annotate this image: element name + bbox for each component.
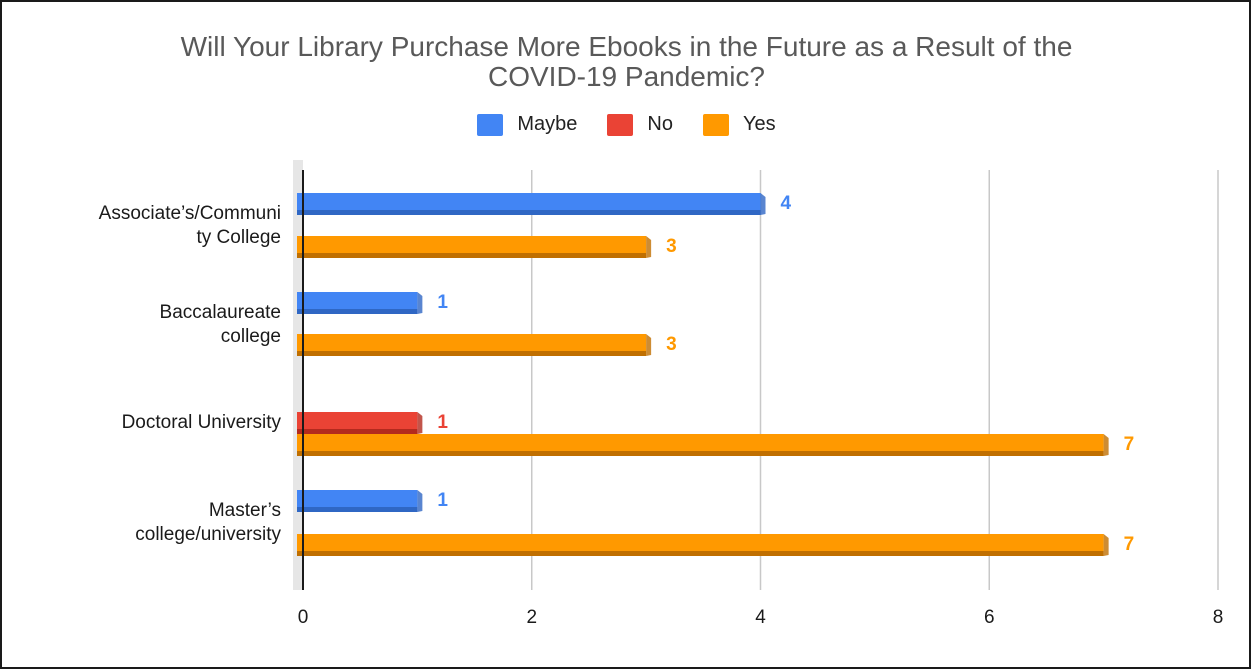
axis-floor-shade (293, 160, 303, 590)
bar-shadow (297, 551, 1104, 556)
x-tick-label: 0 (298, 607, 309, 628)
bar-shadow (297, 429, 418, 434)
legend-label-yes: Yes (742, 113, 776, 135)
category-label: Baccalaureate (160, 302, 281, 323)
chart-title: Will Your Library Purchase More Ebooks i… (180, 31, 1073, 92)
category-label: college/university (135, 524, 281, 545)
category-label: Doctoral University (122, 412, 282, 433)
data-label: 1 (437, 412, 448, 433)
legend-swatch-yes (702, 113, 729, 136)
bar-yes (297, 236, 647, 253)
legend-swatch-maybe (477, 113, 504, 136)
bar-end-cap (646, 334, 652, 356)
x-tick-label: 8 (1213, 607, 1224, 628)
bar-shadow (297, 309, 418, 314)
bar-yes (297, 434, 1104, 451)
legend-label-maybe: Maybe (517, 113, 578, 135)
category-label: Master’s (209, 500, 281, 521)
bar-shadow (297, 210, 761, 215)
data-label: 1 (437, 490, 448, 511)
legend-label-no: No (647, 113, 673, 135)
category-label: ty College (197, 227, 282, 248)
bar-maybe (297, 193, 761, 210)
legend-swatch-no (607, 113, 634, 136)
bar-shadow (297, 351, 647, 356)
bar-end-cap (646, 236, 652, 258)
bar-yes (297, 534, 1104, 551)
bar-yes (297, 334, 647, 351)
bar-maybe (297, 292, 418, 309)
data-label: 3 (666, 236, 677, 257)
data-label: 1 (437, 292, 448, 313)
x-tick-label: 2 (526, 607, 537, 628)
bar-shadow (297, 451, 1104, 456)
x-tick-label: 4 (755, 607, 766, 628)
legend-item-no: No (607, 113, 673, 136)
chart-legend: Maybe No Yes (0, 113, 1253, 136)
bar-end-cap (417, 490, 423, 512)
data-label: 7 (1124, 534, 1135, 555)
legend-item-yes: Yes (702, 113, 776, 136)
bar-end-cap (417, 412, 423, 434)
x-tick-label: 6 (984, 607, 995, 628)
bar-end-cap (1103, 434, 1109, 456)
data-label: 3 (666, 334, 677, 355)
bar-no (297, 412, 418, 429)
bar-end-cap (417, 292, 423, 314)
data-label: 7 (1124, 434, 1135, 455)
data-label: 4 (781, 193, 792, 214)
category-label: Associate’s/Communi (99, 203, 281, 224)
category-label: college (221, 326, 281, 347)
bar-end-cap (760, 193, 766, 215)
bar-maybe (297, 490, 418, 507)
bar-shadow (297, 253, 647, 258)
legend-item-maybe: Maybe (477, 113, 577, 136)
bar-end-cap (1103, 534, 1109, 556)
bar-shadow (297, 507, 418, 512)
